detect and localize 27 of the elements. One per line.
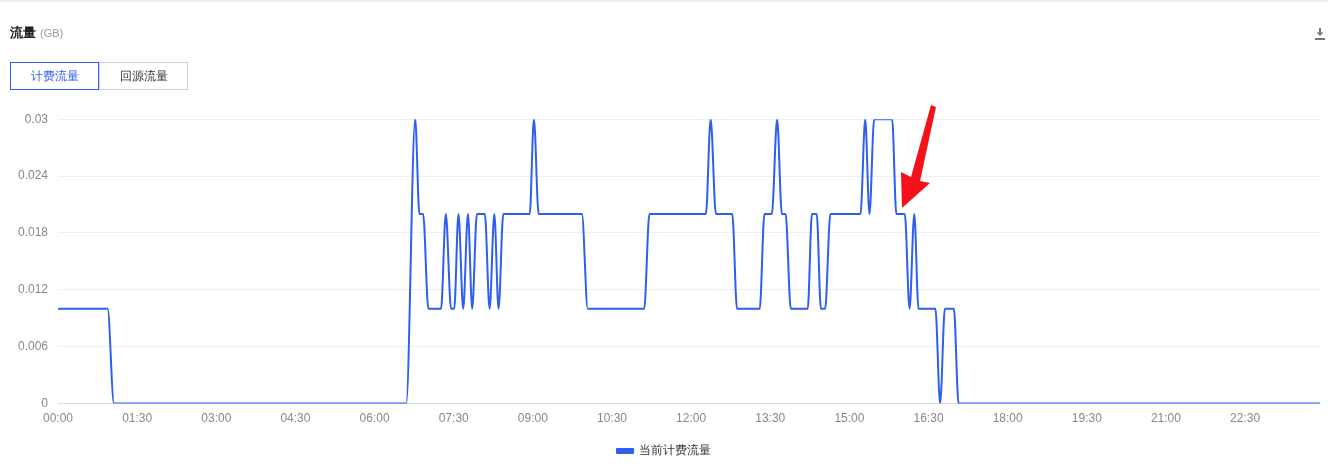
x-tick-label: 15:00: [834, 411, 865, 426]
x-tick-label: 00:00: [43, 411, 74, 426]
x-tick-label: 19:30: [1071, 411, 1103, 426]
x-tick-label: 01:30: [122, 411, 153, 426]
x-tick-label: 18:00: [992, 411, 1024, 426]
x-tick-label: 10:30: [596, 411, 628, 426]
y-tick-label: 0: [41, 395, 49, 410]
x-tick-label: 16:30: [913, 411, 944, 426]
x-tick-label: 09:00: [517, 411, 549, 426]
text: 回源流量: [99, 62, 188, 90]
x-tick-label: 07:30: [438, 411, 470, 426]
y-tick-label: 0.006: [18, 339, 49, 354]
x-tick-label: 03:00: [201, 411, 232, 426]
x-tick-label: 21:00: [1150, 411, 1182, 426]
x-tick-label: 22:30: [1230, 411, 1261, 426]
text: 计费流量: [10, 62, 99, 90]
y-tick-label: 0.03: [24, 111, 49, 126]
y-tick-label: 0.018: [18, 225, 49, 240]
y-tick-label: 0.012: [18, 282, 49, 297]
chart-title: 流量: [10, 25, 36, 40]
chart-subtitle: (GB): [40, 27, 64, 39]
x-tick-label: 06:00: [359, 411, 390, 426]
y-tick-label: 0.024: [18, 168, 49, 183]
x-tick-label: 13:30: [755, 411, 786, 426]
legend-label: 当前计费流量: [639, 443, 711, 458]
x-tick-label: 12:00: [676, 411, 707, 426]
x-tick-label: 04:30: [280, 411, 311, 426]
